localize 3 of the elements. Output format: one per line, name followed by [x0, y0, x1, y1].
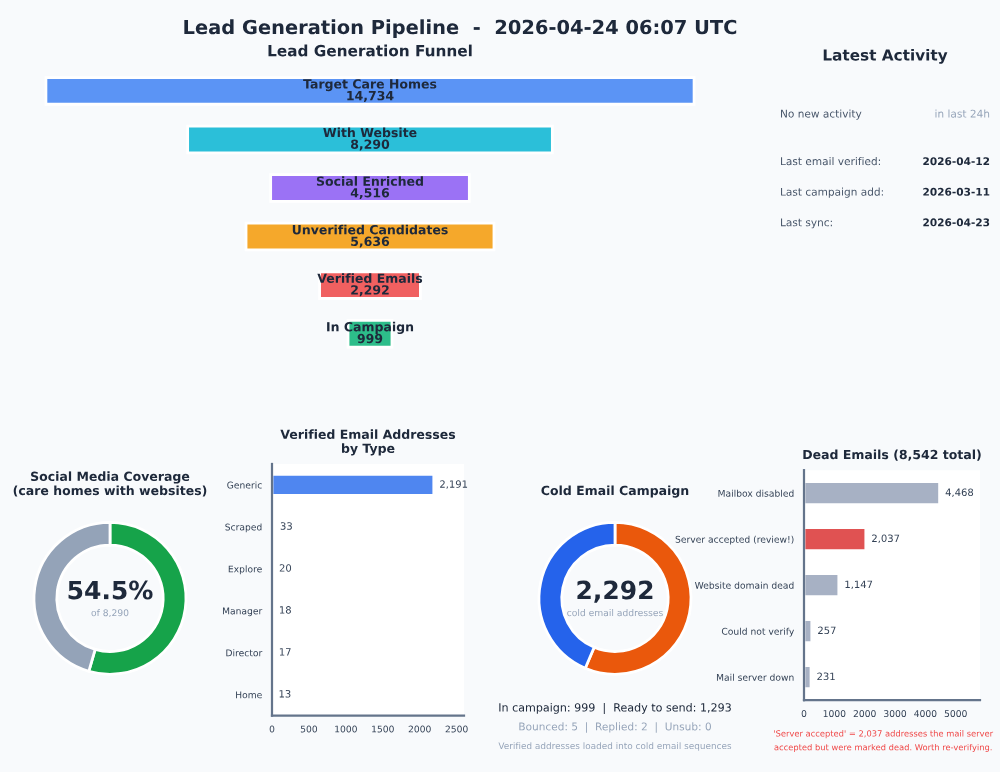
text: 2,292	[577, 580, 653, 603]
text: Lead Generation Pipeline - 2026-04-24 06:07 UTC	[184, 19, 737, 39]
text: 54.5%	[68, 580, 153, 600]
